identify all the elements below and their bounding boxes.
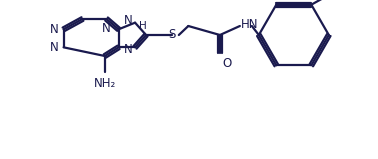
Text: N: N: [124, 43, 133, 56]
Text: N: N: [50, 23, 59, 36]
Text: N: N: [102, 22, 111, 35]
Text: S: S: [168, 28, 175, 41]
Text: HN: HN: [241, 17, 258, 31]
Text: H: H: [139, 21, 147, 31]
Text: O: O: [222, 57, 231, 70]
Text: NH₂: NH₂: [94, 77, 116, 90]
Text: N: N: [50, 41, 59, 54]
Text: N: N: [124, 14, 133, 27]
